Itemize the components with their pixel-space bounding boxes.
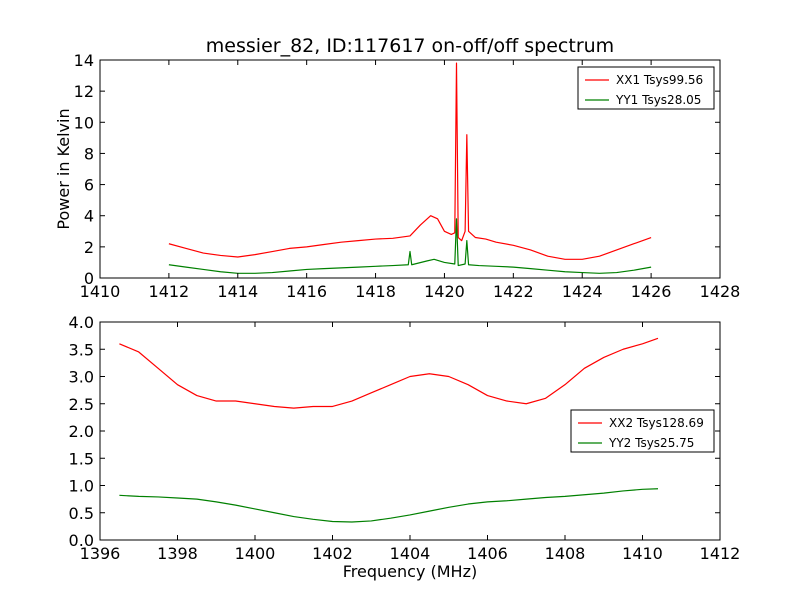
x-tick-label: 1414 [217,282,258,301]
chart-panel-2: 1396 1398 1400 1402 1404 1406 1408 1410 1412 0.0 0… [69,313,741,581]
y-tick-label: 1.0 [69,477,94,496]
series-line-1-2 [168,218,652,274]
legend: XX1 Tsys99.56 YY1 Tsys28.05 [577,66,715,110]
series-line-2-2 [119,488,659,523]
x-tick-label: 1410 [80,282,121,301]
x-tick-label: 1406 [467,544,508,563]
x-tick-label: 1408 [545,544,586,563]
legend: XX2 Tsys128.69 YY2 Tsys25.75 [570,409,715,453]
y-tick-label: 0.0 [69,531,94,550]
legend-label: XX1 Tsys99.56 [616,73,703,87]
plot-frame [99,59,721,279]
x-tick-label: 1400 [235,544,276,563]
chart-title: messier_82, ID:117617 on-off/off spectru… [206,35,614,57]
x-tick-label: 1412 [149,282,190,301]
y-tick-label: 3.5 [69,340,94,359]
x-tick-label: 1428 [700,282,741,301]
y-axis-label: Power in Kelvin [54,108,73,229]
x-tick-label: 1420 [424,282,465,301]
y-tick-label: 0 [84,269,94,288]
y-tick-label: 3.0 [69,368,94,387]
x-tick-label: 1412 [700,544,741,563]
y-tick-label: 14 [74,51,94,70]
legend-label: YY1 Tsys28.05 [615,93,701,107]
x-tick-label: 1402 [312,544,353,563]
series-line-1-1 [168,62,652,260]
legend-box [577,66,715,110]
chart-panel-1: 1410 1412 1414 1416 1418 1420 1422 1424 1426 1428… [54,35,740,301]
x-tick-label: 1422 [493,282,534,301]
y-tick-label: 6 [84,176,94,195]
y-tick-label: 12 [74,82,94,101]
x-tick-label: 1398 [157,544,198,563]
x-tick-label: 1426 [631,282,672,301]
y-tick-label: 1.5 [69,449,94,468]
series-line-2-1 [119,337,659,409]
x-tick-label: 1418 [355,282,396,301]
x-tick-label: 1410 [622,544,663,563]
y-tick-label: 4 [84,207,94,226]
y-tick-label: 2.5 [69,395,94,414]
y-tick-label: 0.5 [69,504,94,523]
x-tick-label: 1416 [286,282,327,301]
legend-label: YY2 Tsys25.75 [608,436,694,450]
x-tick-label: 1404 [390,544,431,563]
x-tick-label: 1424 [562,282,603,301]
y-tick-label: 10 [74,113,94,132]
y-tick-label: 4.0 [69,313,94,332]
y-tick-label: 8 [84,144,94,163]
x-tick-label: 1396 [80,544,121,563]
legend-box [570,409,715,453]
legend-label: XX2 Tsys128.69 [609,416,704,430]
y-tick-label: 2.0 [69,422,94,441]
y-tick-label: 2 [84,238,94,257]
x-axis-label: Frequency (MHz) [343,562,477,581]
